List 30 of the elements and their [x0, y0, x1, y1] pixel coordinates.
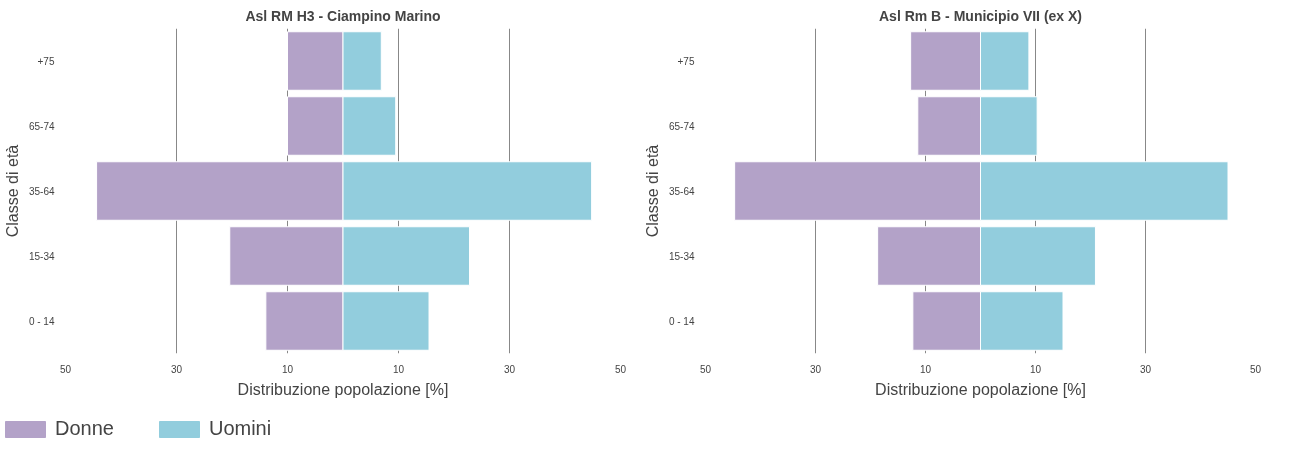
x-axis-title: Distribuzione popolazione [%] [237, 380, 449, 398]
chart-title: Asl RM H3 - Ciampino Marino [245, 7, 441, 24]
y-tick-label: +75 [677, 55, 695, 67]
x-tick-label: 50 [614, 363, 627, 375]
y-tick-label: +75 [37, 55, 55, 67]
x-tick-label: 10 [281, 363, 294, 375]
x-axis-title: Distribuzione popolazione [%] [875, 380, 1086, 398]
x-tick-label: 10 [919, 363, 932, 375]
y-tick-label: 35-64 [668, 185, 695, 197]
x-tick-label: 50 [59, 363, 72, 375]
x-tick-label: 10 [1029, 363, 1042, 375]
y-tick-label: 0 - 14 [28, 315, 55, 327]
y-axis-title: Classe di età [3, 144, 21, 238]
y-axis-title: Classe di età [643, 144, 661, 238]
legend-label: Donne [55, 417, 114, 440]
x-tick-label: 30 [503, 363, 516, 375]
x-tick-label: 30 [809, 363, 822, 375]
x-tick-label: 10 [392, 363, 405, 375]
legend-label: Uomini [208, 417, 272, 440]
y-tick-label: 65-74 [668, 120, 695, 132]
x-tick-label: 30 [1139, 363, 1152, 375]
x-tick-label: 30 [170, 363, 183, 375]
x-tick-label: 50 [699, 363, 712, 375]
x-tick-label: 50 [1249, 363, 1262, 375]
y-tick-label: 35-64 [28, 185, 55, 197]
y-tick-label: 65-74 [28, 120, 55, 132]
y-tick-label: 15-34 [28, 250, 55, 262]
y-tick-label: 0 - 14 [668, 315, 695, 327]
y-tick-label: 15-34 [668, 250, 695, 262]
chart-title: Asl Rm B - Municipio VII (ex X) [878, 7, 1083, 24]
